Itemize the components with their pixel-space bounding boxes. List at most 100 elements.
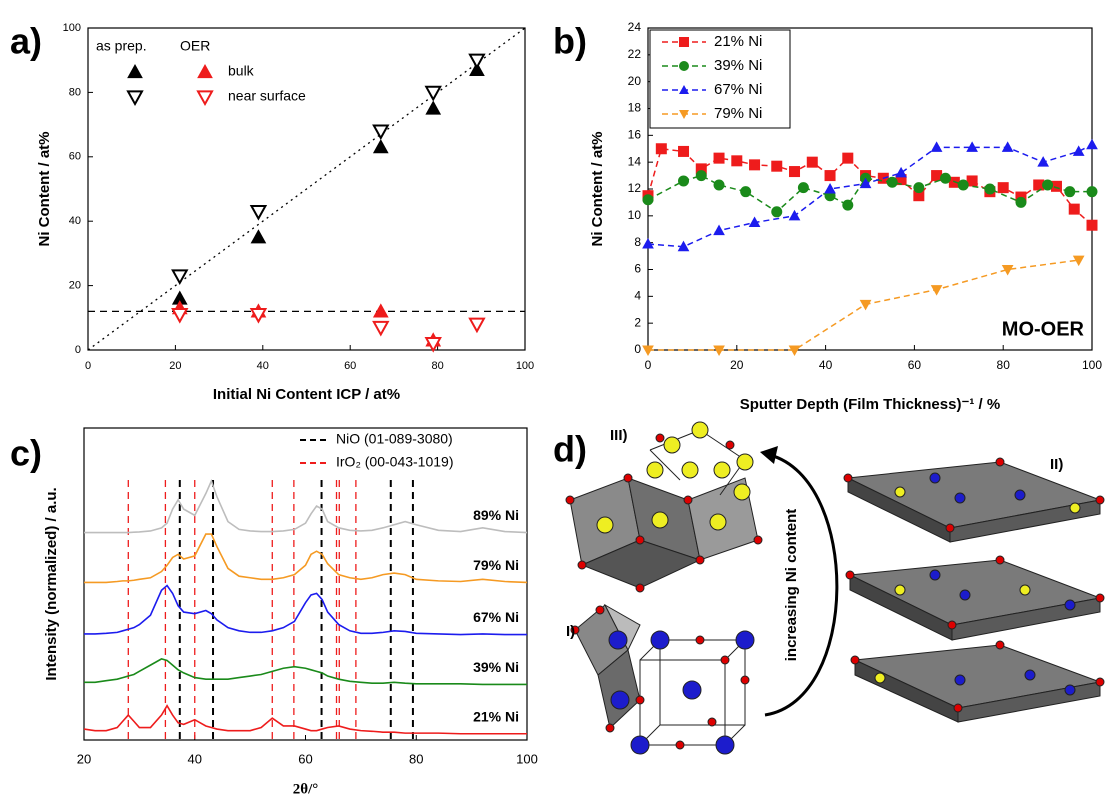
marker — [1043, 180, 1053, 190]
marker — [896, 168, 906, 177]
y-tick-label: 20 — [628, 74, 642, 88]
legend-marker — [198, 65, 212, 78]
figure: d) III) I) — [0, 0, 1105, 803]
y-tick-label: 24 — [628, 20, 642, 34]
y-tick-label: 8 — [634, 235, 641, 249]
series-label: 67% Ni — [473, 609, 519, 625]
panel-label: c) — [10, 433, 42, 474]
y-tick-label: 2 — [634, 315, 641, 329]
y-tick-label: 80 — [69, 86, 81, 98]
marker — [470, 319, 484, 332]
page: d) III) I) — [0, 0, 1105, 803]
x-tick-label: 0 — [645, 358, 652, 372]
x-tick-label: 40 — [257, 360, 269, 372]
legend-label: bulk — [228, 63, 255, 79]
x-tick-label: 100 — [1082, 358, 1102, 372]
legend-marker — [679, 37, 689, 47]
marker — [1051, 181, 1061, 191]
x-axis-label: Initial Ni Content ICP / at% — [213, 386, 400, 403]
series-label: 79% Ni — [473, 557, 519, 573]
marker — [825, 184, 835, 193]
y-axis-label: Ni Content / at% — [36, 132, 53, 247]
legend-label: NiO (01-089-3080) — [336, 431, 453, 447]
y-tick-label: 12 — [628, 181, 642, 195]
y-tick-label: 10 — [628, 208, 642, 222]
marker — [714, 180, 724, 190]
legend-label: 21% Ni — [714, 33, 762, 50]
annotation: MO-OER — [1002, 318, 1085, 340]
x-axis-label: 2θ/° — [293, 781, 319, 797]
legend-marker — [128, 65, 142, 78]
marker — [843, 200, 853, 210]
marker — [798, 183, 808, 193]
marker — [998, 183, 1008, 193]
marker — [374, 322, 388, 335]
y-tick-label: 16 — [628, 128, 642, 142]
marker — [173, 270, 187, 283]
x-tick-label: 20 — [730, 358, 744, 372]
plot-frame — [84, 428, 527, 740]
structure-label: II) — [1050, 456, 1063, 473]
x-tick-label: 60 — [298, 751, 312, 766]
arrowhead — [760, 446, 778, 464]
marker — [1087, 140, 1097, 149]
marker — [750, 160, 760, 170]
marker — [374, 140, 388, 153]
marker — [772, 207, 782, 217]
marker — [656, 144, 666, 154]
marker — [1087, 220, 1097, 230]
structure-III — [566, 422, 762, 592]
panel-label: d) — [553, 429, 587, 470]
marker — [251, 206, 265, 219]
spectrum — [84, 659, 527, 685]
y-tick-label: 18 — [628, 101, 642, 115]
legend-marker — [128, 91, 142, 104]
marker — [958, 180, 968, 190]
x-tick-label: 80 — [431, 360, 443, 372]
legend-marker — [679, 61, 689, 71]
marker — [173, 309, 187, 322]
marker — [741, 187, 751, 197]
marker — [932, 142, 942, 151]
marker — [1065, 187, 1075, 197]
series-label: 21% Ni — [473, 708, 519, 724]
spectrum — [84, 586, 527, 635]
marker — [790, 167, 800, 177]
marker — [861, 300, 871, 309]
marker — [470, 55, 484, 68]
marker — [426, 87, 440, 100]
marker — [825, 171, 835, 181]
marker — [643, 195, 653, 205]
structure-II — [844, 458, 1104, 722]
legend-header: as prep. — [96, 38, 147, 54]
marker — [374, 304, 388, 317]
legend-label: 67% Ni — [714, 81, 762, 98]
spectrum — [84, 534, 527, 582]
x-tick-label: 80 — [409, 751, 423, 766]
marker — [679, 176, 689, 186]
x-tick-label: 80 — [997, 358, 1011, 372]
series-label: 89% Ni — [473, 507, 519, 523]
y-axis-label: Ni Content / at% — [589, 132, 606, 247]
arrow-label: increasing Ni content — [783, 509, 800, 662]
structure-label: I) — [566, 623, 575, 640]
y-tick-label: 0 — [75, 344, 81, 356]
structure-I — [571, 605, 754, 754]
marker — [714, 226, 724, 235]
marker — [1074, 146, 1084, 155]
marker — [887, 177, 897, 187]
marker — [696, 171, 706, 181]
reference-line — [88, 28, 525, 350]
marker — [643, 239, 653, 248]
marker — [714, 153, 724, 163]
x-tick-label: 40 — [819, 358, 833, 372]
y-tick-label: 22 — [628, 47, 642, 61]
marker — [251, 230, 265, 243]
legend-header: OER — [180, 38, 210, 54]
panel-label: a) — [10, 21, 42, 62]
marker — [914, 183, 924, 193]
y-tick-label: 4 — [634, 289, 641, 303]
y-tick-label: 40 — [69, 215, 81, 227]
marker — [374, 125, 388, 138]
x-tick-label: 60 — [908, 358, 922, 372]
